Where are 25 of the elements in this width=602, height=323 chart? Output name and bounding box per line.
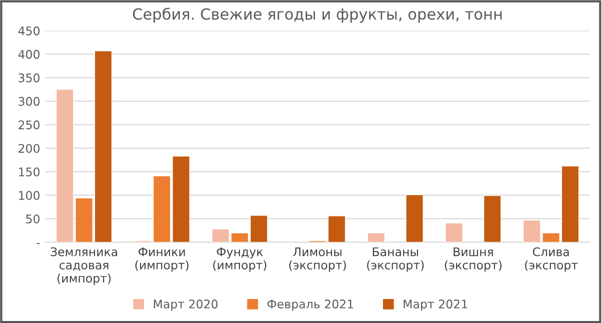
y-tick-label: 400 — [18, 50, 40, 59]
legend-label: Март 2021 — [404, 300, 468, 311]
y-tick-label: 300 — [18, 96, 40, 106]
bar — [367, 232, 386, 242]
y-tick-label: 250 — [18, 120, 40, 130]
x-tick-label: Финики (импорт) — [135, 247, 188, 272]
x-tick-label: Вишня (экспорт) — [444, 247, 502, 272]
y-tick-label: 150 — [19, 167, 40, 176]
y-tick-label: 200 — [18, 144, 40, 153]
x-tick-label: Бананы (экспорт) — [367, 247, 424, 272]
bar — [445, 222, 463, 242]
legend-label: Февраль 2021 — [267, 300, 354, 311]
bar — [406, 194, 424, 242]
y-tick-label: 50 — [26, 214, 40, 224]
y-tick-label: 100 — [19, 190, 40, 200]
x-tick-label: Фундук (импорт) — [213, 247, 266, 272]
legend-label: Март 2020 — [154, 300, 218, 311]
chart-title: Сербия. Свежие ягоды и фрукты, орехи, тонн — [132, 8, 502, 23]
x-tick-label: Слива (экспорт — [525, 247, 578, 272]
bar — [483, 195, 502, 242]
x-tick-label: Земляника садовая (импорт) — [50, 247, 118, 285]
y-tick-label: 350 — [18, 73, 40, 82]
y-tick-label: 450 — [18, 26, 40, 36]
y-tick-label: - — [36, 243, 40, 244]
x-tick-label: Лимоны (экспорт) — [289, 247, 346, 272]
